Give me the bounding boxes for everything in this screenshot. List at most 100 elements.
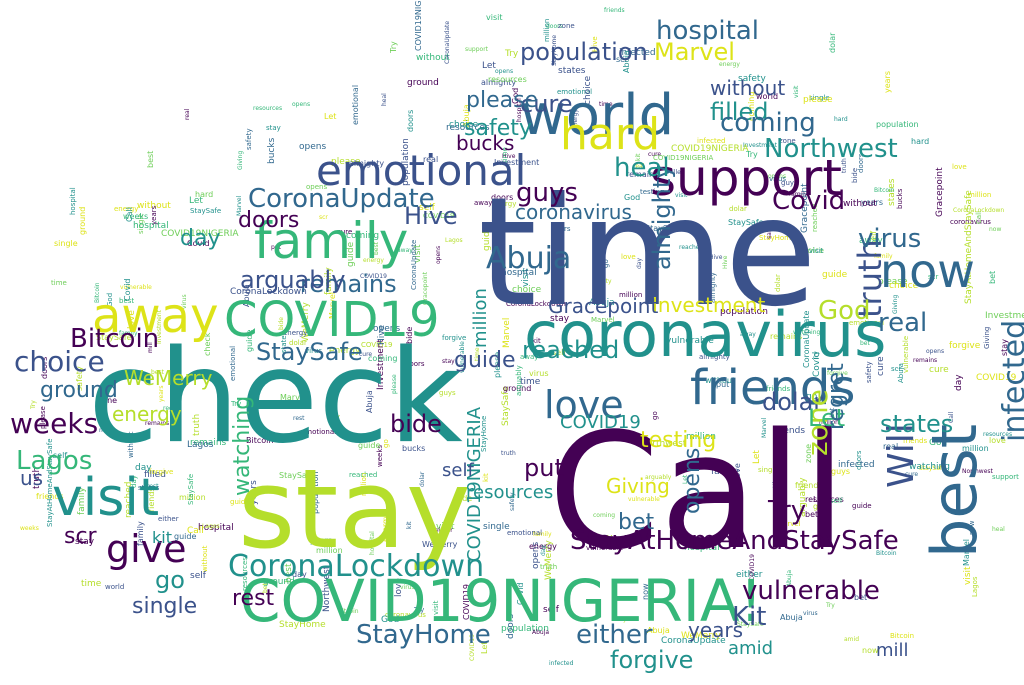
cloud-word-small: watching [793,329,821,336]
cloud-word-small: either [736,570,763,580]
cloud-word-small: million [968,191,992,199]
cloud-word-small: resources [253,105,283,112]
cloud-word-small: million [619,291,643,299]
cloud-word-small: StaySafe [279,471,315,480]
cloud-word-small: please [803,95,833,105]
cloud-word-small: heal [992,526,1005,533]
cloud-word: Kit [732,602,767,632]
cloud-word-small: years [883,70,892,93]
cloud-word-small: go [813,502,823,511]
cloud-word: CoronaUpdate [248,184,435,214]
cloud-word-small: family [711,467,739,477]
cloud-word-small: COVID19NIGERIA [161,229,239,239]
cloud-word: guide [454,348,516,373]
cloud-word: population [520,38,648,66]
cloud-word-small: zone [98,396,118,405]
cloud-word-small: choice [512,285,542,295]
cloud-word-small: ground [407,78,439,88]
cloud-word-small: day [135,463,152,473]
cloud-word-small: infected [549,660,574,667]
cloud-word-small: vulnerable [666,336,714,346]
cloud-word: us [20,466,44,490]
cloud-word-small: forgive [949,341,981,351]
cloud-word: virus [858,224,922,254]
cloud-word-small: million [962,444,989,453]
cloud-word-small: resources [446,123,490,133]
cloud-word-small: love [621,253,636,261]
cloud-word: ground [40,378,118,403]
cloud-word-small: Investment [743,142,777,149]
cloud-word-small: infected [697,137,726,145]
cloud-word-small: choice [798,246,824,255]
cloud-word-small: single [483,522,510,532]
cloud-word: years [688,618,744,642]
cloud-word-small: time [520,377,541,387]
cloud-word-small: opens [299,142,327,152]
cloud-word-small: bet [805,510,819,519]
cloud-word-small: doors [551,225,571,233]
cloud-word: day [180,226,221,251]
cloud-word-small: coming [368,354,398,363]
cloud-word-small: visit [436,522,455,532]
cloud-word: hospital [656,16,760,46]
cloud-word-small: years [861,198,884,207]
cloud-word: scr [64,524,97,549]
cloud-word-small: guide [852,502,872,510]
cloud-word: opens [680,447,705,514]
cloud-word-small: coming [346,231,380,241]
cloud-word: family [254,212,409,270]
cloud-word: bucks [456,131,515,155]
cloud-word-small: Gracepoint [935,167,945,217]
cloud-word-small: truth [501,450,516,457]
cloud-word-small: either [158,515,179,523]
cloud-word-small: guys [831,467,851,476]
cloud-word-small: COVID19 [361,341,393,349]
cloud-word: filled [710,98,769,126]
cloud-word-small: StayHome [759,234,796,242]
cloud-word-small: now [862,646,879,655]
cloud-word-small: hard [911,137,930,146]
cloud-word-small: scr [928,273,939,281]
cloud-word-small: choice [889,281,919,291]
cloud-word: coronavirus [515,200,632,224]
cloud-word-small: zone [779,137,796,145]
cloud-word: away [92,288,219,344]
cloud-word: Let [808,404,846,432]
cloud-word-small: doors [406,109,415,132]
cloud-word: states [880,410,954,438]
cloud-word-small: love [952,163,967,171]
cloud-word: amid [728,638,773,659]
cloud-word-small: bucks [896,188,904,209]
cloud-word-small: COVID19 [423,212,455,220]
cloud-word: God [818,296,871,326]
cloud-word-small: without [416,53,450,63]
cloud-word: bet [618,510,655,535]
cloud-word-small: rest [147,483,159,490]
cloud-word: Abuja [486,241,572,276]
cloud-word-small: virus [400,584,415,591]
cloud-word: bide [390,410,442,438]
cloud-word-small: love [989,436,1006,445]
cloud-word-small: bide [851,167,859,183]
cloud-word-small: Try [746,150,758,159]
cloud-word-small: visit [793,85,800,98]
cloud-word: Giving [606,474,670,498]
cloud-word: StaySafe [256,338,363,366]
cloud-word: guys [516,178,578,208]
cloud-word-small: cure [929,365,949,375]
cloud-word-small: away [859,236,883,246]
cloud-word-small: without [705,376,736,385]
cloud-word-small: arguably [515,365,523,396]
cloud-word: million [470,288,491,348]
cloud-word-small: remains [190,438,227,448]
cloud-word-small: vulnerable [628,496,660,503]
cloud-word-small: hard [834,116,848,123]
cloud-word-small: self [552,348,567,357]
cloud-word: single [132,594,198,619]
cloud-word-small: put [716,380,730,389]
cloud-word-small: put [271,244,281,251]
cloud-word-small: Abuja [897,363,905,383]
cloud-word-small: friends [774,426,806,436]
cloud-word-small: time [51,279,67,287]
